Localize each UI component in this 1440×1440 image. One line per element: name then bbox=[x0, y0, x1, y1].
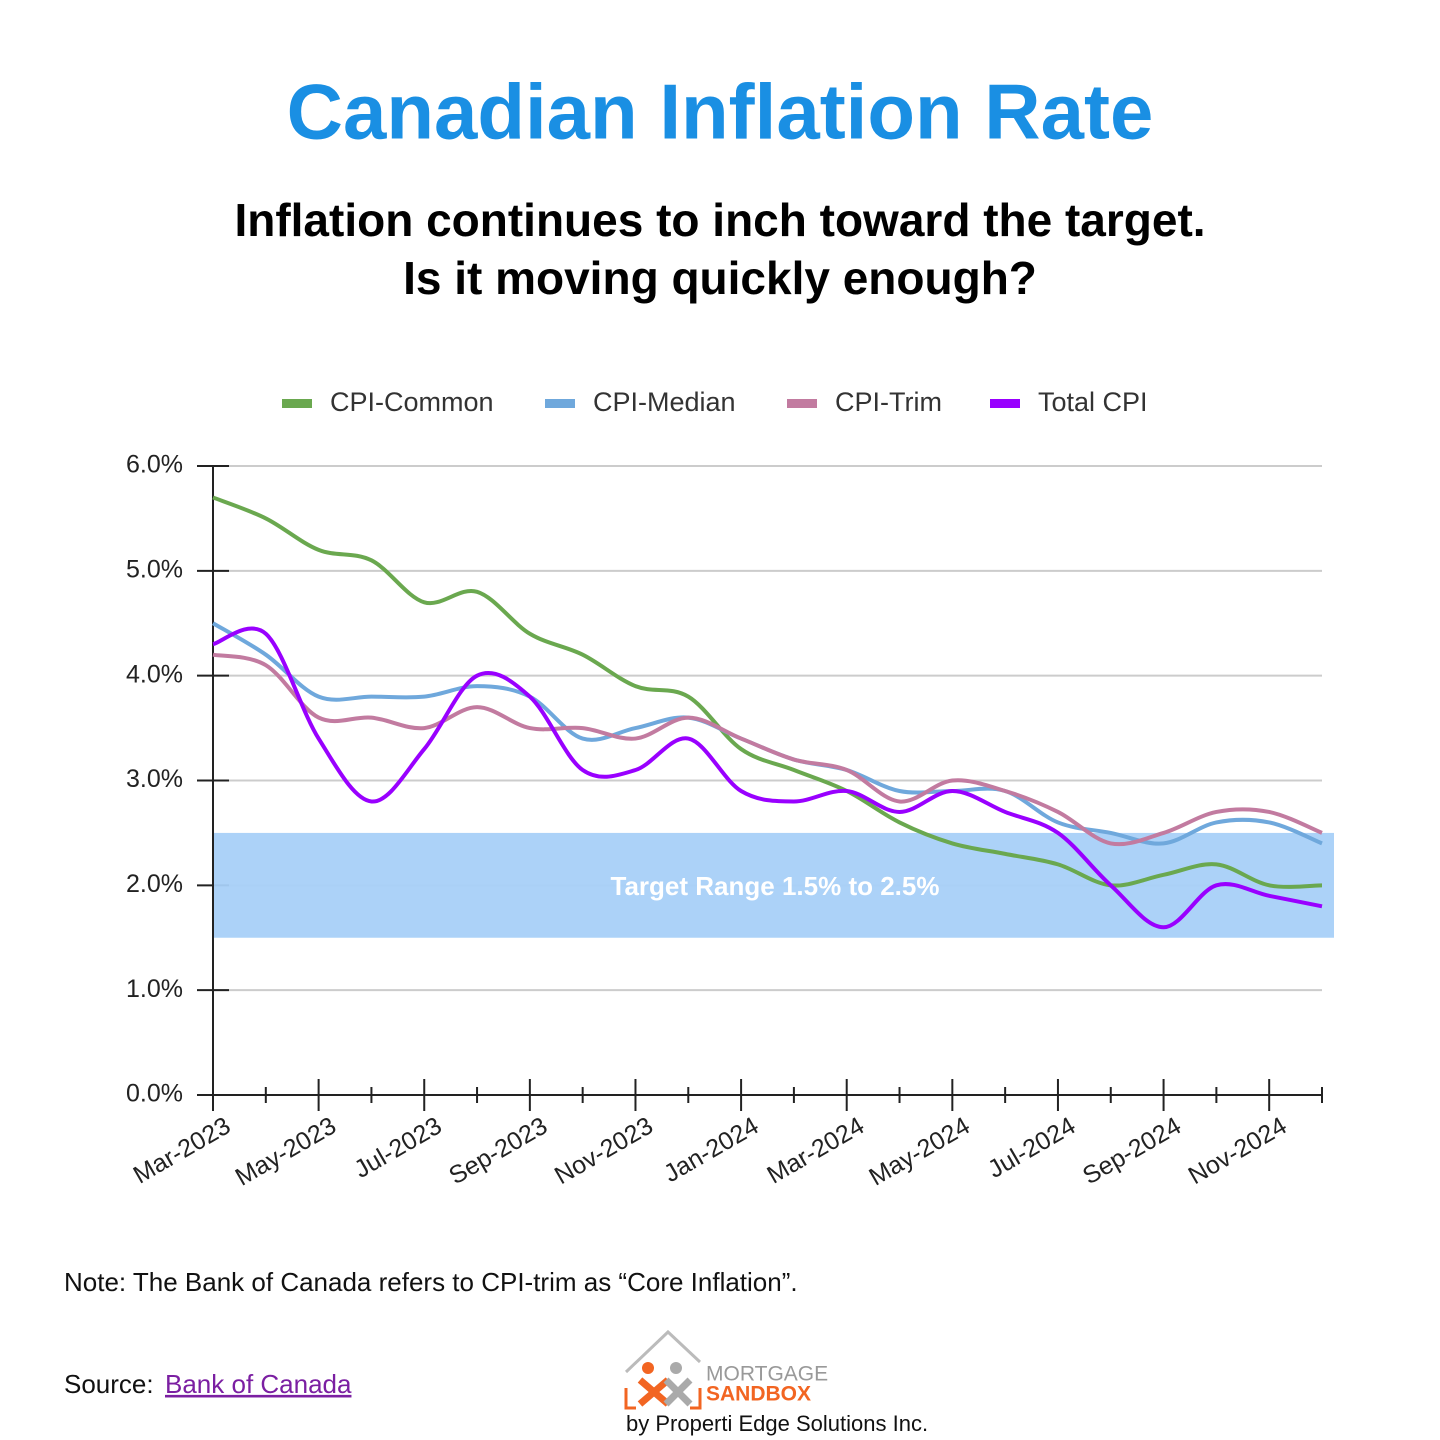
band-label: Target Range 1.5% to 2.5% bbox=[611, 871, 940, 901]
logo: MORTGAGE SANDBOX by Properti Edge Soluti… bbox=[624, 1329, 928, 1436]
series-line bbox=[212, 495, 1323, 889]
y-tick-label: 4.0% bbox=[126, 660, 183, 688]
y-tick-label: 3.0% bbox=[126, 765, 183, 793]
x-tick-label: Nov-2023 bbox=[550, 1112, 658, 1190]
x-tick-label: May-2024 bbox=[864, 1112, 974, 1192]
legend-swatch bbox=[787, 399, 817, 408]
source-link[interactable]: Bank of Canada bbox=[165, 1369, 352, 1399]
legend-label: Total CPI bbox=[1038, 387, 1148, 417]
x-tick-label: Sep-2023 bbox=[444, 1112, 552, 1190]
logo-x bbox=[637, 1377, 671, 1407]
logo-person bbox=[670, 1362, 682, 1374]
y-tick-label: 5.0% bbox=[126, 555, 183, 583]
source-label: Source: bbox=[64, 1369, 154, 1399]
byline: by Properti Edge Solutions Inc. bbox=[626, 1411, 928, 1436]
series-line bbox=[211, 621, 1323, 846]
x-tick-label: Mar-2023 bbox=[129, 1112, 236, 1190]
y-tick-label: 0.0% bbox=[126, 1080, 183, 1108]
logo-bracket bbox=[624, 1388, 702, 1410]
y-tick-label: 6.0% bbox=[126, 451, 183, 479]
chart-subtitle: Is it moving quickly enough? bbox=[403, 252, 1037, 304]
series-line bbox=[212, 626, 1323, 930]
x-tick-label: May-2023 bbox=[231, 1112, 341, 1192]
chart-subtitle: Inflation continues to inch toward the t… bbox=[234, 194, 1205, 246]
logo-text: MORTGAGE bbox=[706, 1363, 828, 1386]
legend-swatch bbox=[282, 399, 312, 408]
logo-person bbox=[642, 1362, 654, 1374]
x-tick-label: Sep-2024 bbox=[1078, 1112, 1186, 1191]
x-tick-label: Jul-2024 bbox=[983, 1112, 1080, 1184]
logo-text: SANDBOX bbox=[706, 1383, 811, 1406]
logo-x bbox=[663, 1377, 693, 1407]
logo-house bbox=[624, 1329, 702, 1374]
chart-title: Canadian Inflation Rate bbox=[287, 68, 1154, 156]
legend-label: CPI-Median bbox=[593, 387, 736, 417]
note: Note: The Bank of Canada refers to CPI-t… bbox=[64, 1267, 798, 1297]
x-tick-label: Mar-2024 bbox=[762, 1112, 869, 1190]
y-tick-label: 2.0% bbox=[126, 870, 183, 898]
series-line bbox=[212, 652, 1323, 847]
x-tick-label: Jan-2024 bbox=[659, 1112, 763, 1188]
plot: 0.0% 1.0% 2.0% 3.0% 4.0% 5.0% 6.0% Target Range… bbox=[126, 387, 1334, 1192]
legend-swatch bbox=[545, 399, 575, 408]
legend-label: CPI-Trim bbox=[835, 387, 942, 417]
legend-label: CPI-Common bbox=[330, 387, 494, 417]
x-tick-label: Nov-2024 bbox=[1184, 1112, 1292, 1190]
legend-swatch bbox=[990, 399, 1020, 408]
x-tick-label: Jul-2023 bbox=[349, 1112, 446, 1184]
y-tick-label: 1.0% bbox=[126, 975, 183, 1003]
